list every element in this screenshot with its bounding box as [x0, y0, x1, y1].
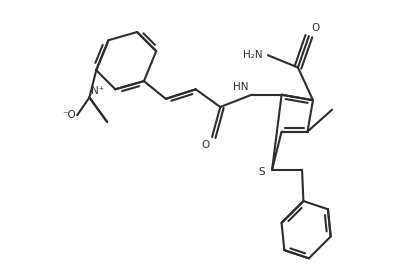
- Text: O: O: [201, 140, 209, 150]
- Text: H₂N: H₂N: [243, 50, 262, 60]
- Text: S: S: [259, 167, 265, 178]
- Text: N⁺: N⁺: [91, 86, 104, 96]
- Text: HN: HN: [233, 82, 249, 92]
- Text: O: O: [312, 23, 320, 33]
- Text: ⁻O: ⁻O: [62, 110, 76, 120]
